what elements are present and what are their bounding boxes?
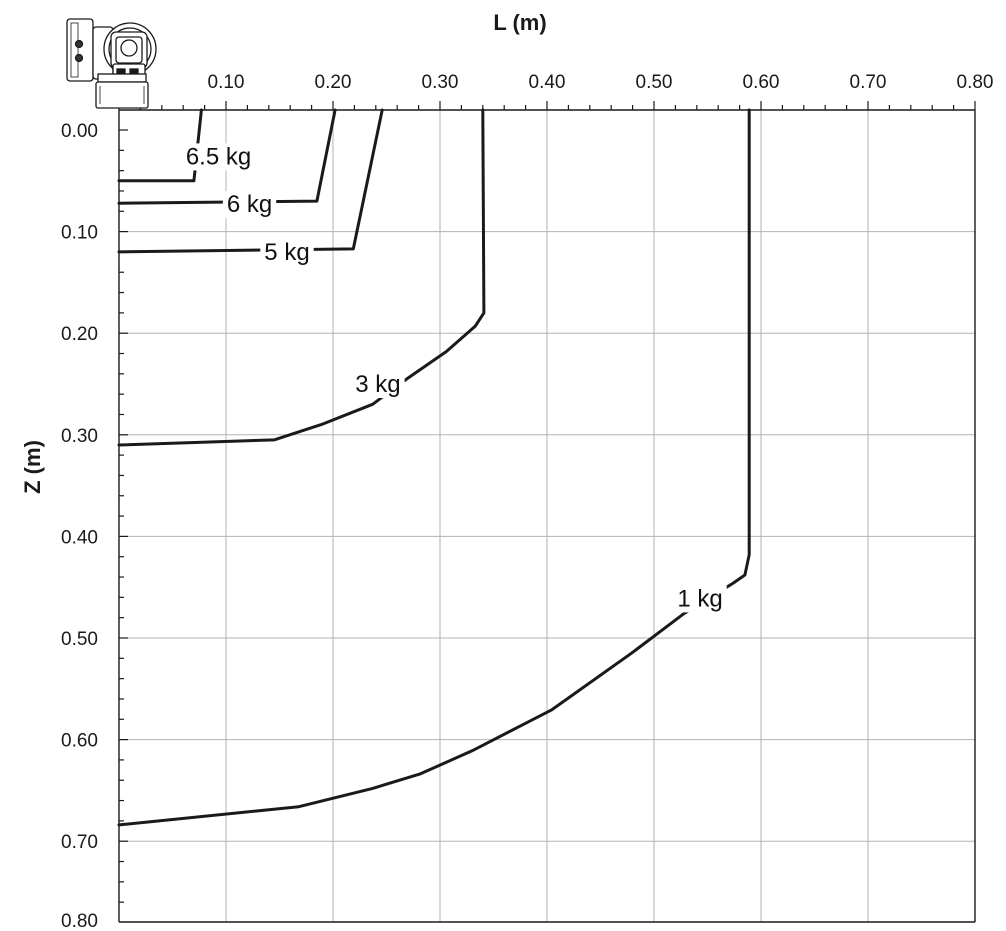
x-tick-label: 0.10 bbox=[208, 72, 245, 93]
x-tick-labels: 0.10 0.20 0.30 0.40 0.50 0.60 0.70 0.80 bbox=[208, 72, 994, 93]
curve-label-1-kg: 1 kg bbox=[677, 585, 722, 612]
curve-label-background bbox=[673, 585, 727, 613]
x-tick-label: 0.60 bbox=[743, 72, 780, 93]
y-tick-label: 0.30 bbox=[61, 426, 98, 447]
curve-label-background bbox=[222, 191, 277, 219]
curve-label-background bbox=[181, 143, 256, 171]
grid-lines bbox=[119, 110, 975, 922]
x-tick-label: 0.30 bbox=[422, 72, 459, 93]
y-tick-label: 0.40 bbox=[61, 527, 98, 548]
x-tick-label: 0.20 bbox=[315, 72, 352, 93]
y-tick-label: 0.00 bbox=[61, 121, 98, 142]
curve-label-3-kg: 3 kg bbox=[355, 371, 400, 398]
y-tick-label: 0.20 bbox=[61, 324, 98, 345]
curve-5-kg bbox=[117, 108, 384, 254]
curve-label-background bbox=[260, 238, 314, 266]
payload-curves: 6.5 kg 6 kg 5 kg 3 kg 1 kg bbox=[117, 108, 751, 827]
y-tick-label: 0.10 bbox=[61, 223, 98, 244]
y-tick-labels: 0.00 0.10 0.20 0.30 0.40 0.50 0.60 0.70 0.80 bbox=[61, 121, 98, 931]
y-tick-label: 0.70 bbox=[61, 832, 98, 853]
tick-marks bbox=[118, 101, 976, 903]
curve-6-5-kg bbox=[117, 108, 203, 183]
curve-label-6-5-kg: 6.5 kg bbox=[186, 143, 251, 170]
x-tick-label: 0.70 bbox=[850, 72, 887, 93]
x-axis-title: L (m) bbox=[493, 10, 546, 35]
y-tick-label: 0.60 bbox=[61, 731, 98, 752]
curve-3-kg bbox=[117, 108, 486, 447]
x-tick-label: 0.80 bbox=[957, 72, 994, 93]
curve-label-background bbox=[351, 371, 405, 398]
robot-icon bbox=[66, 18, 157, 109]
y-axis-title: Z (m) bbox=[20, 440, 45, 494]
curve-label-6-kg: 6 kg bbox=[227, 191, 272, 218]
curve-1-kg bbox=[117, 108, 751, 827]
x-tick-label: 0.50 bbox=[636, 72, 673, 93]
plot-frame bbox=[118, 109, 976, 923]
y-tick-label: 0.50 bbox=[61, 629, 98, 650]
curve-6-kg bbox=[117, 108, 337, 205]
y-tick-label: 0.80 bbox=[61, 911, 98, 931]
curve-label-5-kg: 5 kg bbox=[264, 239, 309, 266]
x-tick-label: 0.40 bbox=[529, 72, 566, 93]
